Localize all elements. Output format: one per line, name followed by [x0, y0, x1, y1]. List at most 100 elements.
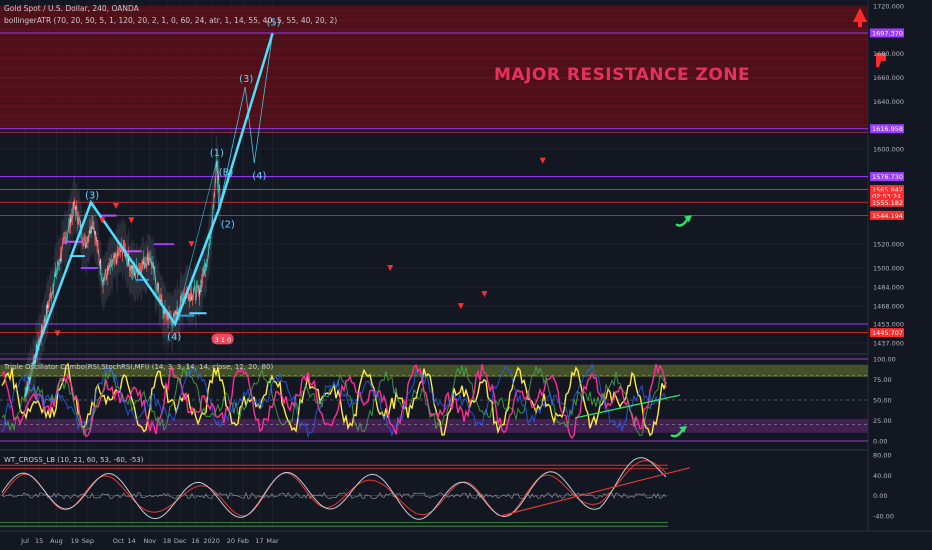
wave-label: (3)	[85, 190, 99, 201]
red-up-arrow	[853, 8, 867, 22]
sell-marker	[481, 291, 488, 298]
osc-tick-label: 75.00	[873, 376, 892, 384]
wt-signal-line	[1, 460, 667, 517]
elliott-wave: (3) (4) (1) (B) (2) (3) (4) (5) 3 1 0	[23, 17, 281, 397]
wave-label: (B)	[219, 167, 234, 178]
time-tick-label: 19	[71, 537, 79, 545]
time-tick-label: Feb	[237, 537, 249, 545]
price-tag-label: 1576.730	[872, 173, 903, 181]
time-tick-label: Sep	[82, 537, 94, 545]
oscillator-line	[1, 363, 667, 440]
price-tag-label: 02:53:24	[872, 192, 901, 200]
price-tag	[870, 185, 904, 195]
wave-projection	[216, 33, 273, 210]
price-tag	[870, 191, 904, 201]
wave-subleg	[174, 160, 218, 325]
sell-marker	[112, 203, 119, 210]
osc-tick-label: 100.00	[873, 356, 896, 364]
sell-marker	[188, 241, 195, 248]
sell-marker	[539, 157, 546, 164]
price-tag-label: 1565.842	[872, 186, 903, 194]
price-tick-label: 1437.000	[873, 340, 904, 348]
price-tick-label: 1500.000	[873, 264, 904, 272]
sell-marker	[457, 303, 464, 310]
price-axis[interactable]: 1720.000 1680.000 1660.000 1640.000 1600.000…	[870, 3, 904, 521]
sell-marker	[387, 264, 394, 271]
wave-label: (5)	[267, 17, 281, 28]
price-tag-label: 1544.194	[872, 212, 903, 220]
oversold-band	[0, 418, 868, 433]
oscillator-line	[1, 362, 667, 439]
wt-tick-label: 40.00	[873, 472, 892, 480]
price-tick-label: 1468.000	[873, 303, 904, 311]
time-tick-label: Nov	[143, 537, 156, 545]
time-axis[interactable]: Jul 15 Aug 19 Sep Oct 14 Nov 18 Dec 16 2020 20 Feb 17 M…	[0, 530, 932, 545]
resistance-zone-label: MAJOR RESISTANCE ZONE	[494, 65, 750, 85]
wave-label: (4)	[252, 171, 266, 182]
wt-line	[1, 457, 667, 520]
indicator-legend[interactable]: bollingerATR (70, 20, 50, 5, 1, 120, 20,…	[4, 16, 338, 25]
price-tag	[870, 172, 904, 182]
time-tick-label: Aug	[50, 537, 63, 545]
price-tick-label: 1453.000	[873, 320, 904, 328]
price-tag-label: 1697.370	[872, 29, 903, 37]
price-tick-label: 1660.000	[873, 74, 904, 82]
signal-arrows	[54, 8, 886, 438]
time-tick-label: Jul	[20, 537, 29, 545]
time-tick-label: Oct	[113, 537, 125, 545]
price-tag-label: 1616.958	[872, 125, 903, 133]
price-tick-label: 1600.000	[873, 145, 904, 153]
earnings-badge-text: 3 1 0	[215, 336, 232, 344]
bullish-arrowhead	[684, 215, 692, 223]
symbol-title[interactable]: Gold Spot / U.S. Dollar, 240, OANDA	[4, 4, 139, 13]
osc-tick-label: 0.00	[873, 438, 887, 446]
price-tick-label: 1640.000	[873, 98, 904, 106]
time-tick-label: 2020	[203, 537, 220, 545]
osc-tick-label: 25.00	[873, 417, 892, 425]
red-up-arrow-stem	[858, 20, 862, 27]
earnings-badge	[211, 333, 234, 345]
wt-trendline	[499, 467, 691, 517]
wave-label: (3)	[239, 74, 253, 85]
resistance-zone-area	[0, 6, 868, 129]
price-tick-label: 1484.000	[873, 284, 904, 292]
wt-histogram	[1, 491, 667, 500]
wave-label: (4)	[167, 332, 181, 343]
price-tag-label: 1555.182	[872, 199, 903, 207]
time-tick-label: 16	[191, 537, 199, 545]
wt-cross-legend[interactable]: WT_CROSS_LB (10, 21, 60, 53, -60, -53)	[4, 456, 144, 464]
price-tag	[870, 124, 904, 134]
wt-tick-label: 80.00	[873, 452, 892, 460]
price-tick-label: 1680.000	[873, 50, 904, 58]
time-tick-label: Dec	[174, 537, 187, 545]
wt-cross-pane	[0, 457, 691, 527]
price-tag	[870, 197, 904, 207]
bullish-arrowhead	[679, 426, 687, 433]
time-tick-label: 20	[227, 537, 235, 545]
thumbs-down-icon	[876, 53, 886, 67]
time-tick-label: 15	[35, 537, 43, 545]
price-tick-label: 1520.000	[873, 241, 904, 249]
price-levels	[0, 32, 868, 334]
wt-tick-label: -40.00	[873, 513, 894, 521]
oscillator-legend[interactable]: Triple Oscillator Combo(RSI,StochRSI,MFI…	[4, 363, 274, 371]
wave-label: (1)	[210, 148, 224, 159]
overbought-band	[0, 364, 868, 378]
price-tag	[870, 210, 904, 220]
price-tag	[870, 328, 904, 338]
osc-tick-label: 50.00	[873, 397, 892, 405]
time-tick-label: 14	[127, 537, 135, 545]
price-tick-label: 1720.000	[873, 3, 904, 11]
oscillator-pane	[0, 358, 868, 442]
osc-trendline	[574, 394, 681, 419]
price-tag-label: 1445.707	[872, 329, 903, 337]
time-tick-label: 18	[163, 537, 171, 545]
price-tag	[870, 28, 904, 38]
wave-label: (2)	[221, 220, 235, 231]
sell-marker	[99, 217, 106, 224]
sell-marker	[54, 330, 61, 337]
resistance-zone	[0, 6, 868, 129]
time-tick-label: 17	[255, 537, 263, 545]
